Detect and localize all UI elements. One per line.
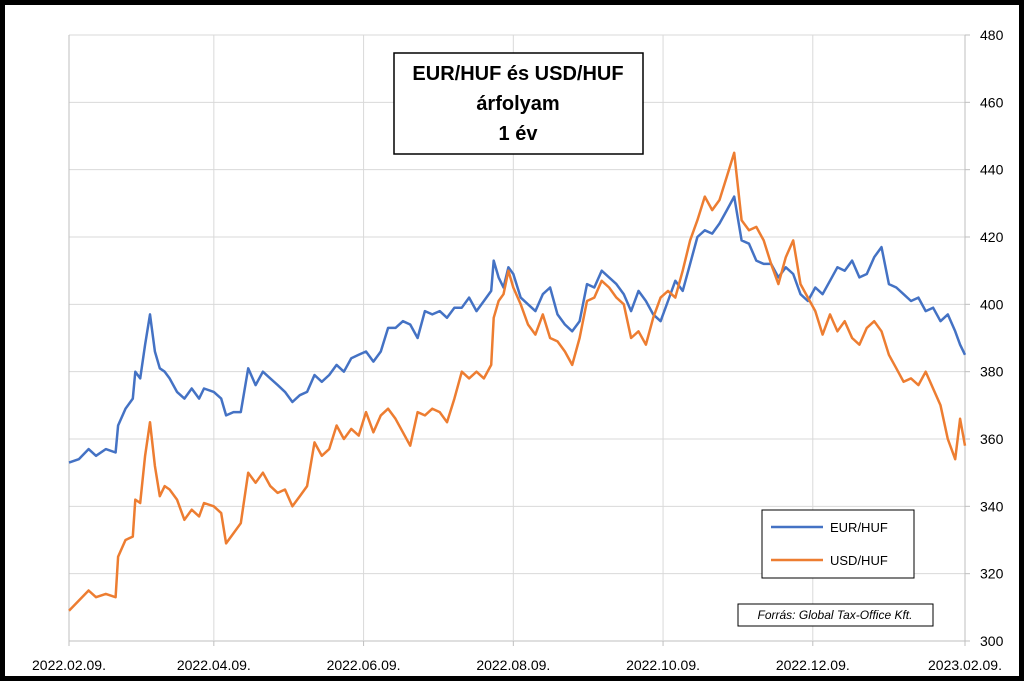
y-tick-label: 480	[980, 27, 1004, 43]
x-tick-label: 2022.10.09.	[626, 657, 700, 673]
source-note: Forrás: Global Tax-Office Kft.	[737, 603, 934, 627]
x-axis-tick-labels: 2022.02.09. 2022.04.09. 2022.06.09. 2022.08…	[32, 657, 1002, 673]
title-box	[393, 52, 644, 155]
y-tick-label: 420	[980, 229, 1004, 245]
title-line-1: EUR/HUF és USD/HUF	[412, 63, 623, 85]
x-tick-label: 2023.02.09.	[928, 657, 1002, 673]
title-line-2: árfolyam	[476, 93, 559, 115]
y-axis-tick-labels: 300 320 340 360 380 400 420 440 460 480	[980, 27, 1004, 649]
y-tick-label: 360	[980, 431, 1004, 447]
legend-label-eur-huf: EUR/HUF	[830, 520, 888, 535]
vertical-gridlines	[68, 35, 966, 646]
source-box	[737, 603, 934, 627]
x-tick-label: 2022.04.09.	[177, 657, 251, 673]
x-tick-label: 2022.12.09.	[776, 657, 850, 673]
y-tick-label: 320	[980, 566, 1004, 582]
x-tick-label: 2022.06.09.	[327, 657, 401, 673]
chart-title: EUR/HUF és USD/HUF árfolyam 1 év	[393, 52, 644, 155]
title-line-3: 1 év	[499, 123, 539, 145]
y-tick-label: 380	[980, 364, 1004, 380]
legend: EUR/HUF USD/HUF	[761, 509, 915, 579]
x-tick-label: 2022.02.09.	[32, 657, 106, 673]
series-lines	[68, 151, 967, 612]
y-tick-label: 460	[980, 94, 1004, 110]
series-line-usd-huf	[68, 151, 967, 612]
y-tick-label: 400	[980, 296, 1004, 312]
x-tick-label: 2022.08.09.	[476, 657, 550, 673]
y-tick-label: 340	[980, 498, 1004, 514]
legend-box	[761, 509, 915, 579]
horizontal-gridlines	[69, 34, 970, 642]
source-text: Forrás: Global Tax-Office Kft.	[758, 608, 913, 622]
line-chart: 300 320 340 360 380 400 420 440 460 480 2022.02.0…	[32, 27, 1004, 673]
y-tick-label: 440	[980, 162, 1004, 178]
y-tick-label: 300	[980, 633, 1004, 649]
legend-label-usd-huf: USD/HUF	[830, 553, 888, 568]
